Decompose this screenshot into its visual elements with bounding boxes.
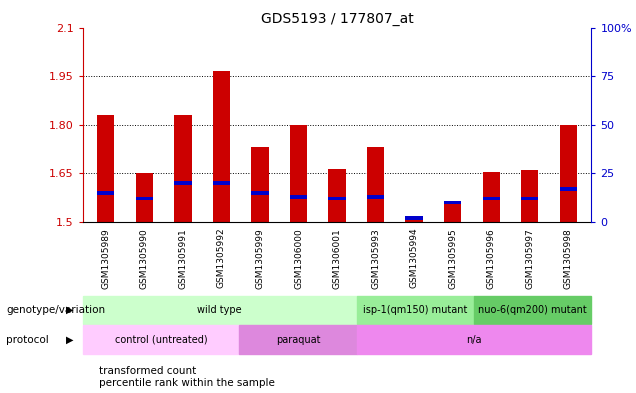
- Text: GSM1305990: GSM1305990: [140, 228, 149, 288]
- Bar: [483, 197, 500, 200]
- Bar: [367, 147, 384, 222]
- Bar: [213, 71, 230, 222]
- Text: percentile rank within the sample: percentile rank within the sample: [99, 378, 275, 388]
- Bar: [97, 191, 114, 195]
- Bar: [135, 197, 153, 200]
- Text: GSM1305997: GSM1305997: [525, 228, 534, 288]
- Bar: [521, 170, 539, 222]
- Bar: [444, 201, 461, 204]
- Bar: [444, 201, 461, 222]
- Text: control (untreated): control (untreated): [114, 334, 207, 345]
- Text: GSM1305989: GSM1305989: [101, 228, 110, 288]
- Bar: [251, 147, 268, 222]
- Text: transformed count: transformed count: [99, 366, 196, 376]
- Text: n/a: n/a: [466, 334, 482, 345]
- Bar: [367, 195, 384, 198]
- Text: GSM1305994: GSM1305994: [410, 228, 418, 288]
- Bar: [83, 325, 239, 354]
- Bar: [174, 182, 191, 185]
- Text: nuo-6(qm200) mutant: nuo-6(qm200) mutant: [478, 305, 587, 315]
- Text: ▶: ▶: [66, 305, 73, 315]
- Bar: [290, 195, 307, 198]
- Text: GSM1305993: GSM1305993: [371, 228, 380, 288]
- Text: GSM1305996: GSM1305996: [487, 228, 495, 288]
- Bar: [560, 125, 577, 222]
- Bar: [290, 125, 307, 222]
- Bar: [328, 169, 346, 222]
- Text: paraquat: paraquat: [275, 334, 320, 345]
- Text: GSM1305995: GSM1305995: [448, 228, 457, 288]
- Text: wild type: wild type: [197, 305, 242, 315]
- Text: GSM1306000: GSM1306000: [294, 228, 303, 288]
- Bar: [328, 197, 346, 200]
- Bar: [560, 187, 577, 191]
- Text: protocol: protocol: [6, 334, 49, 345]
- Title: GDS5193 / 177807_at: GDS5193 / 177807_at: [261, 13, 413, 26]
- Text: GSM1305991: GSM1305991: [179, 228, 188, 288]
- Bar: [83, 296, 357, 324]
- Bar: [174, 115, 191, 222]
- Bar: [213, 182, 230, 185]
- Text: GSM1305998: GSM1305998: [564, 228, 573, 288]
- Bar: [521, 197, 539, 200]
- Bar: [239, 325, 357, 354]
- Text: ▶: ▶: [66, 334, 73, 345]
- Bar: [97, 115, 114, 222]
- Bar: [474, 296, 591, 324]
- Bar: [135, 173, 153, 222]
- Bar: [357, 325, 591, 354]
- Bar: [251, 191, 268, 195]
- Bar: [406, 220, 423, 222]
- Text: GSM1305999: GSM1305999: [256, 228, 265, 288]
- Text: isp-1(qm150) mutant: isp-1(qm150) mutant: [363, 305, 467, 315]
- Bar: [483, 172, 500, 222]
- Text: GSM1306001: GSM1306001: [333, 228, 342, 288]
- Text: genotype/variation: genotype/variation: [6, 305, 106, 315]
- Text: GSM1305992: GSM1305992: [217, 228, 226, 288]
- Bar: [406, 217, 423, 220]
- Bar: [357, 296, 474, 324]
